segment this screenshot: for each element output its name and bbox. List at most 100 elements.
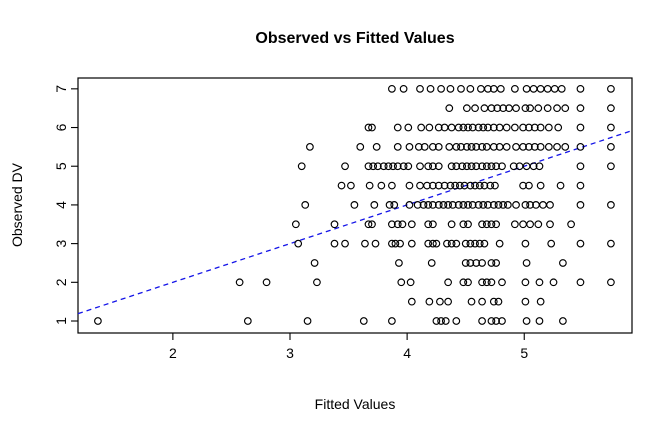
data-point — [544, 123, 553, 132]
data-point — [404, 162, 413, 171]
data-point — [440, 181, 449, 190]
data-point — [529, 84, 538, 93]
data-point — [478, 317, 486, 325]
data-point — [482, 220, 491, 229]
data-point — [457, 84, 465, 93]
data-point — [607, 201, 615, 209]
data-point — [492, 317, 501, 325]
data-point — [460, 181, 469, 190]
x-tick-label: 4 — [403, 345, 411, 361]
data-point — [489, 297, 498, 306]
data-point — [521, 104, 530, 113]
data-point — [459, 278, 468, 287]
data-point — [425, 123, 434, 132]
data-point — [447, 220, 456, 229]
data-point — [543, 84, 552, 93]
data-point — [294, 239, 303, 248]
data-point — [413, 201, 422, 209]
data-point — [502, 143, 511, 151]
data-point — [462, 162, 471, 171]
data-point — [429, 143, 437, 151]
data-point — [576, 162, 585, 171]
data-point — [371, 239, 380, 248]
data-point — [420, 143, 429, 151]
data-point — [379, 162, 388, 171]
data-point — [498, 317, 506, 325]
data-point — [350, 201, 359, 209]
data-point — [347, 181, 355, 190]
data-point — [550, 84, 559, 93]
data-point — [576, 104, 585, 113]
data-point — [432, 239, 441, 248]
data-point — [439, 201, 448, 209]
data-point — [436, 297, 444, 306]
data-point — [389, 162, 397, 171]
data-point — [424, 239, 433, 248]
data-point — [478, 297, 486, 306]
data-point — [427, 259, 436, 267]
data-point — [482, 143, 491, 151]
data-point — [429, 181, 437, 190]
data-point — [369, 162, 378, 171]
data-point — [486, 181, 495, 190]
data-point — [432, 317, 441, 325]
data-point — [475, 181, 484, 190]
data-point — [468, 123, 477, 132]
y-tick-label: 7 — [53, 85, 69, 93]
data-point — [535, 278, 544, 287]
data-point — [341, 239, 349, 248]
data-point — [393, 123, 402, 132]
data-point — [472, 162, 481, 171]
data-point — [499, 104, 508, 113]
data-point — [471, 239, 479, 248]
data-point — [416, 181, 424, 190]
data-point — [361, 239, 369, 248]
data-point — [567, 220, 575, 229]
data-point — [561, 143, 570, 151]
data-point — [424, 162, 433, 171]
data-point — [457, 143, 465, 151]
data-point — [493, 104, 502, 113]
data-point — [607, 143, 615, 151]
data-point — [474, 123, 483, 132]
data-point — [492, 259, 501, 267]
data-point — [503, 201, 512, 209]
data-point — [487, 259, 496, 267]
data-point — [499, 201, 508, 209]
data-point — [559, 259, 567, 267]
y-tick-label: 2 — [53, 278, 69, 286]
data-point — [472, 259, 481, 267]
data-point — [391, 239, 400, 248]
data-point — [536, 143, 545, 151]
data-point — [576, 201, 585, 209]
data-point — [434, 181, 443, 190]
data-point — [388, 317, 396, 325]
data-point — [487, 104, 496, 113]
data-point — [479, 123, 488, 132]
data-point — [484, 123, 492, 132]
y-tick-label: 6 — [53, 123, 69, 131]
data-point — [511, 123, 519, 132]
data-point — [467, 143, 476, 151]
data-point — [536, 181, 545, 190]
data-point — [522, 259, 531, 267]
data-point — [561, 104, 570, 113]
data-point — [447, 123, 456, 132]
x-axis-label: Fitted Values — [314, 396, 396, 412]
data-point — [434, 123, 443, 132]
data-point — [521, 297, 530, 306]
data-point — [467, 162, 476, 171]
data-point — [444, 297, 452, 306]
data-point — [547, 239, 556, 248]
data-point — [498, 162, 506, 171]
data-point — [393, 162, 402, 171]
data-point — [444, 201, 452, 209]
data-point — [530, 123, 539, 132]
data-point — [607, 123, 615, 132]
data-point — [458, 162, 467, 171]
data-point — [502, 123, 511, 132]
data-point — [384, 162, 393, 171]
data-point — [519, 181, 527, 190]
data-point — [521, 201, 530, 209]
data-point — [424, 220, 433, 229]
